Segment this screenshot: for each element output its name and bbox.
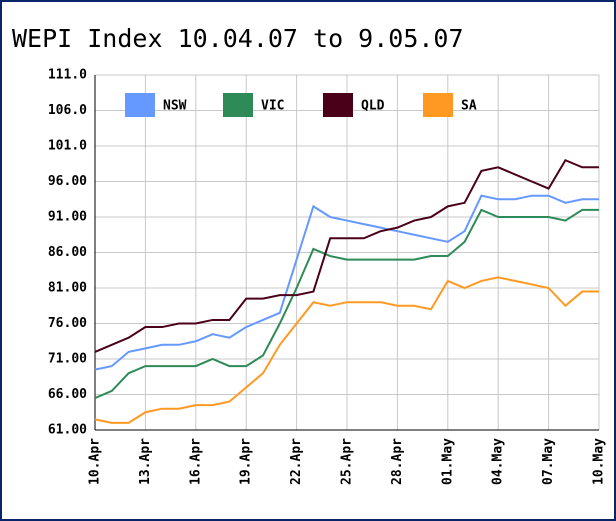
series-line	[94, 208, 599, 399]
legend-swatch	[323, 93, 353, 117]
legend-swatch	[223, 93, 253, 117]
y-tick-label: 66.00	[48, 387, 87, 402]
x-tick-label: 22.Apr	[289, 438, 304, 485]
y-tick-label: 76.00	[48, 316, 87, 331]
y-tick-label: 106.0	[48, 103, 87, 118]
y-tick-label: 91.00	[48, 210, 87, 225]
x-tick-label: 04.May	[491, 438, 506, 485]
legend-swatch	[423, 93, 453, 117]
legend-label: QLD	[361, 99, 385, 114]
series-line	[94, 194, 599, 371]
x-tick-label: 01.May	[440, 438, 455, 485]
y-tick-label: 96.00	[48, 174, 87, 189]
legend-label: VIC	[261, 99, 284, 114]
chart-title: WEPI Index 10.04.07 to 9.05.07	[12, 24, 464, 53]
series-line	[94, 276, 599, 424]
series-line	[94, 158, 599, 353]
legend-swatch	[125, 93, 155, 117]
y-tick-label: 61.00	[48, 423, 87, 438]
x-tick-label: 10.Apr	[88, 438, 103, 485]
y-tick-label: 101.0	[48, 139, 87, 154]
x-tick-label: 10.May	[592, 438, 607, 485]
y-tick-label: 111.0	[48, 68, 87, 83]
x-tick-label: 19.Apr	[239, 438, 254, 485]
x-tick-label: 13.Apr	[138, 438, 153, 485]
y-tick-label: 81.00	[48, 281, 87, 296]
y-tick-label: 86.00	[48, 245, 87, 260]
y-tick-label: 71.00	[48, 352, 87, 367]
legend-label: NSW	[163, 99, 187, 114]
x-tick-label: 25.Apr	[340, 438, 355, 485]
x-tick-label: 28.Apr	[390, 438, 405, 485]
x-tick-label: 16.Apr	[188, 438, 203, 485]
x-tick-label: 07.May	[541, 438, 556, 485]
legend-label: SA	[461, 99, 477, 114]
